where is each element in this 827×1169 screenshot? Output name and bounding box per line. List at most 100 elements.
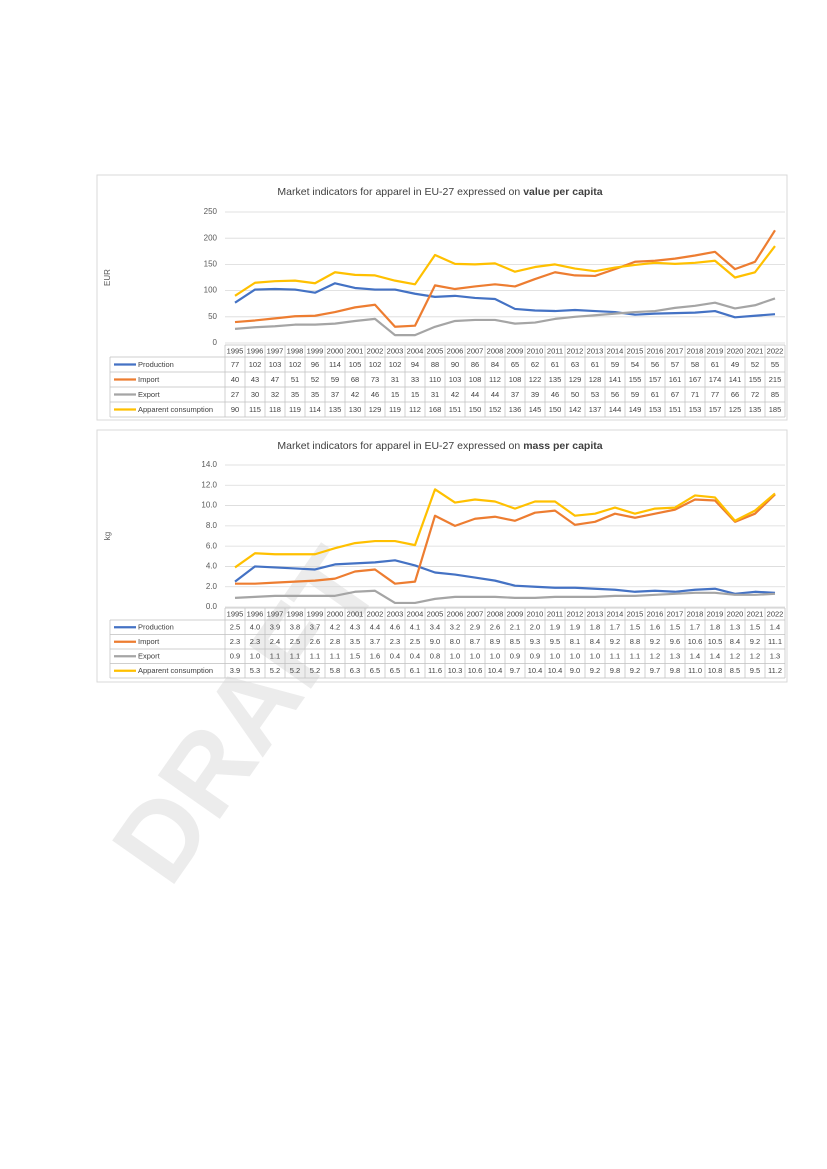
table-value: 2.1 xyxy=(510,623,520,632)
table-value: 37 xyxy=(331,390,339,399)
x-tick-label: 1995 xyxy=(227,609,244,618)
table-value: 103 xyxy=(449,375,462,384)
table-value: 125 xyxy=(729,405,742,414)
series-line xyxy=(234,229,776,328)
y-tick-label: 4.0 xyxy=(206,562,218,571)
table-value: 6.1 xyxy=(410,666,420,675)
table-value: 128 xyxy=(589,375,602,384)
table-value: 9.0 xyxy=(570,666,580,675)
table-value: 185 xyxy=(769,405,782,414)
table-value: 10.6 xyxy=(468,666,483,675)
x-tick-label: 2003 xyxy=(387,609,404,618)
table-value: 157 xyxy=(709,405,722,414)
series-line xyxy=(234,282,776,319)
x-tick-label: 2004 xyxy=(407,346,424,355)
table-value: 61 xyxy=(651,390,659,399)
table-value: 77 xyxy=(231,360,239,369)
table-value: 1.3 xyxy=(730,623,740,632)
table-value: 10.6 xyxy=(688,637,703,646)
table-value: 50 xyxy=(571,390,579,399)
table-value: 47 xyxy=(271,375,279,384)
table-value: 2.6 xyxy=(310,637,320,646)
table-value: 1.0 xyxy=(250,652,260,661)
x-tick-label: 2001 xyxy=(347,609,364,618)
table-value: 2.3 xyxy=(390,637,400,646)
legend-label: Import xyxy=(138,637,160,646)
x-tick-label: 2013 xyxy=(587,346,604,355)
table-value: 141 xyxy=(729,375,742,384)
x-tick-label: 1999 xyxy=(307,346,324,355)
legend-label: Apparent consumption xyxy=(138,666,213,675)
table-value: 115 xyxy=(249,405,261,414)
table-value: 57 xyxy=(671,360,679,369)
table-value: 46 xyxy=(551,390,559,399)
legend-label: Export xyxy=(138,652,161,661)
table-value: 1.9 xyxy=(550,623,560,632)
x-tick-label: 2020 xyxy=(727,346,744,355)
table-value: 71 xyxy=(691,390,699,399)
table-value: 67 xyxy=(671,390,679,399)
y-tick-label: 50 xyxy=(208,312,217,321)
table-value: 1.5 xyxy=(630,623,640,632)
table-value: 1.4 xyxy=(770,623,780,632)
x-tick-label: 2008 xyxy=(487,609,504,618)
table-value: 8.4 xyxy=(730,637,740,646)
table-value: 167 xyxy=(689,375,702,384)
table-value: 1.4 xyxy=(710,652,720,661)
table-value: 3.9 xyxy=(270,623,280,632)
table-value: 112 xyxy=(489,375,501,384)
title-emphasis: value per capita xyxy=(523,186,603,198)
x-tick-label: 2003 xyxy=(387,346,404,355)
table-value: 11.1 xyxy=(768,637,782,646)
table-value: 30 xyxy=(251,390,259,399)
table-value: 54 xyxy=(631,360,639,369)
x-tick-label: 2002 xyxy=(367,346,384,355)
x-tick-label: 2012 xyxy=(567,609,584,618)
x-tick-label: 2022 xyxy=(767,346,784,355)
table-value: 10.4 xyxy=(488,666,503,675)
table-value: 129 xyxy=(569,375,582,384)
table-value: 8.0 xyxy=(450,637,460,646)
table-value: 1.0 xyxy=(570,652,580,661)
table-value: 161 xyxy=(669,375,682,384)
table-value: 90 xyxy=(451,360,459,369)
y-axis-label: EUR xyxy=(103,269,112,286)
table-value: 110 xyxy=(429,375,441,384)
table-value: 2.5 xyxy=(290,637,300,646)
table-value: 11.6 xyxy=(428,666,442,675)
x-tick-label: 2006 xyxy=(447,346,464,355)
x-tick-label: 1998 xyxy=(287,346,304,355)
table-value: 61 xyxy=(591,360,599,369)
x-tick-label: 2000 xyxy=(327,346,344,355)
table-value: 215 xyxy=(769,375,782,384)
table-value: 5.2 xyxy=(270,666,280,675)
table-value: 8.9 xyxy=(490,637,500,646)
table-value: 44 xyxy=(471,390,479,399)
table-value: 4.0 xyxy=(250,623,260,632)
table-value: 3.7 xyxy=(370,637,380,646)
table-value: 31 xyxy=(431,390,439,399)
table-value: 135 xyxy=(549,375,562,384)
table-value: 1.1 xyxy=(270,652,280,661)
table-value: 155 xyxy=(629,375,642,384)
table-value: 10.3 xyxy=(448,666,463,675)
table-value: 108 xyxy=(509,375,522,384)
table-value: 1.2 xyxy=(730,652,740,661)
y-tick-label: 12.0 xyxy=(201,480,217,489)
x-tick-label: 1998 xyxy=(287,609,304,618)
table-value: 155 xyxy=(749,375,762,384)
table-value: 9.2 xyxy=(590,666,600,675)
table-value: 1.1 xyxy=(290,652,300,661)
table-value: 2.5 xyxy=(230,623,240,632)
table-value: 84 xyxy=(491,360,499,369)
table-value: 2.6 xyxy=(490,623,500,632)
table-value: 58 xyxy=(691,360,699,369)
table-value: 2.3 xyxy=(250,637,260,646)
table-value: 3.4 xyxy=(430,623,440,632)
table-value: 152 xyxy=(489,405,502,414)
table-value: 9.6 xyxy=(670,637,680,646)
table-value: 0.4 xyxy=(410,652,420,661)
y-tick-label: 0 xyxy=(213,338,218,347)
x-tick-label: 2001 xyxy=(347,346,364,355)
